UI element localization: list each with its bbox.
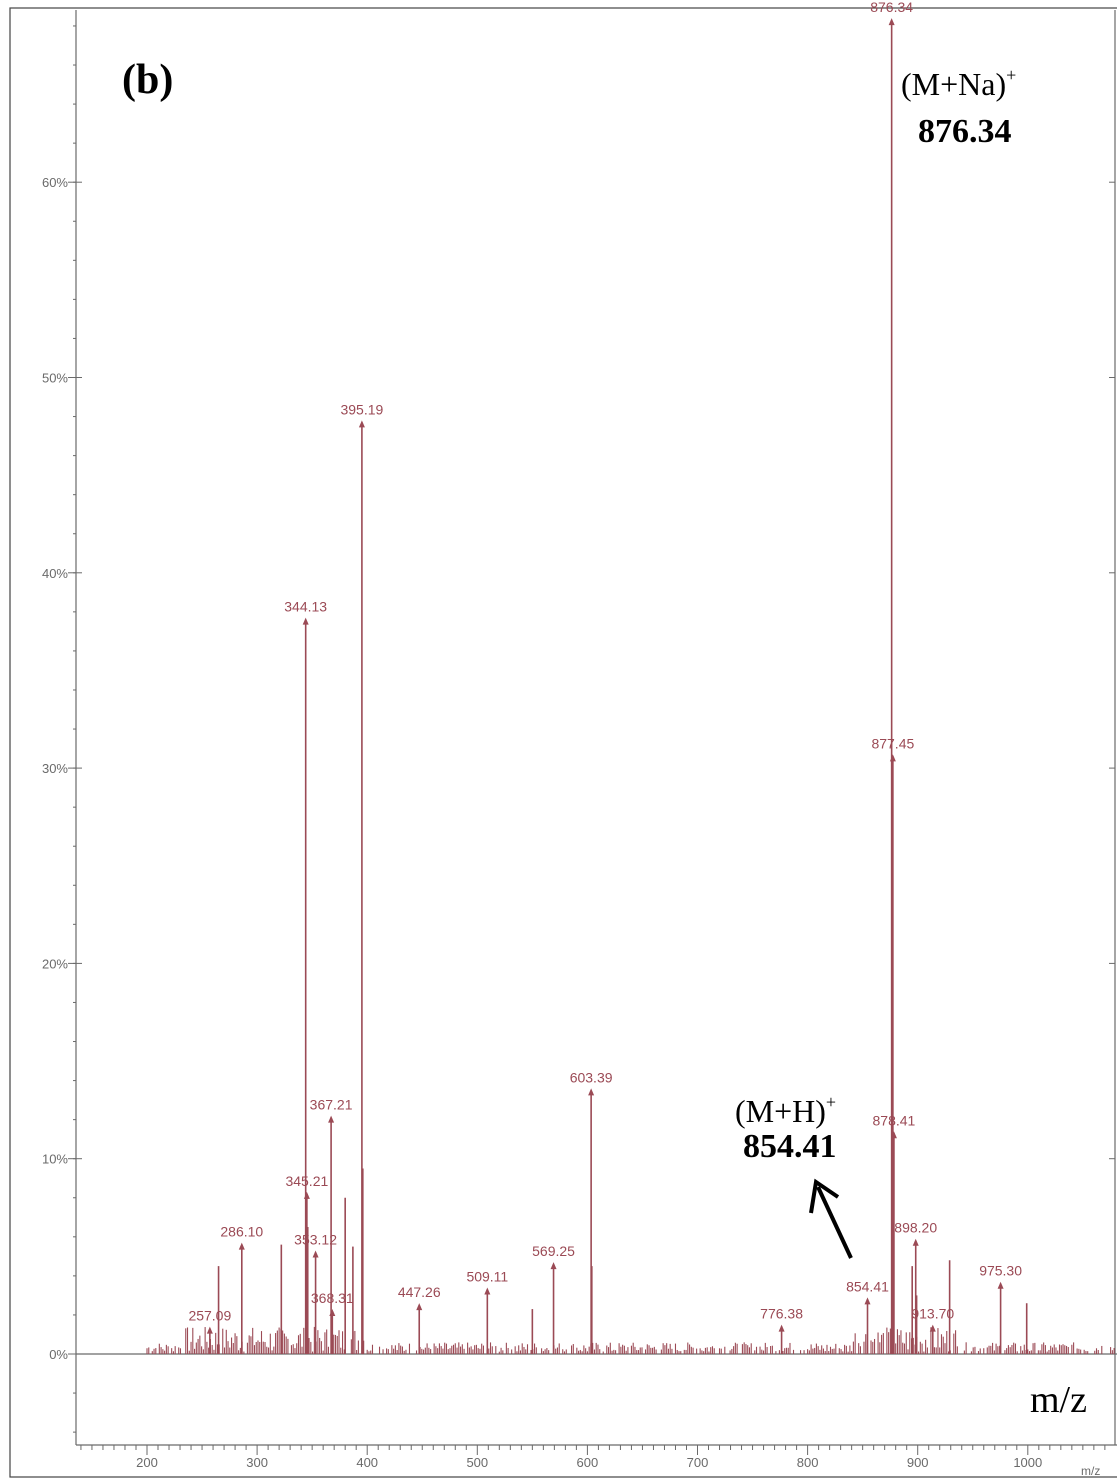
- x-tick-label: 800: [797, 1455, 819, 1470]
- x-tick-label: 600: [577, 1455, 599, 1470]
- x-unit-label: m/z: [1030, 1379, 1087, 1421]
- peak-marker: [328, 1115, 335, 1123]
- peak-label: 569.25: [532, 1243, 575, 1259]
- annotation-mna-mass: 876.34: [918, 113, 1012, 150]
- annotation-mh-arrow: [809, 1178, 853, 1259]
- x-tick-label: 200: [136, 1455, 158, 1470]
- y-tick-label: 0%: [49, 1347, 68, 1362]
- peak-label: 395.19: [340, 401, 383, 417]
- peak-marker: [302, 617, 309, 625]
- x-unit-small-label: m/z: [1081, 1464, 1100, 1478]
- x-tick-label: 900: [907, 1455, 929, 1470]
- axes: 0% 10% 20% 30% 40% 50% 60% 200 300 400 500 600 700 80…: [42, 10, 1117, 1470]
- peak-marker: [312, 1250, 319, 1258]
- peak-label: 975.30: [979, 1263, 1022, 1279]
- y-tick-label: 20%: [42, 956, 68, 971]
- peak-marker: [358, 420, 365, 428]
- peak-label: 854.41: [846, 1278, 889, 1294]
- svg-text:(M+H)+: (M+H)+: [735, 1092, 836, 1129]
- x-tick-label: 1000: [1013, 1455, 1042, 1470]
- peak-marker: [329, 1309, 336, 1317]
- y-tick-label: 10%: [42, 1152, 68, 1167]
- peak-marker: [206, 1326, 213, 1334]
- y-tick-label: 50%: [42, 371, 68, 386]
- peak-marker: [778, 1324, 785, 1332]
- peak-label: 898.20: [894, 1220, 937, 1236]
- peak-marker: [929, 1324, 936, 1332]
- peak-marker: [303, 1191, 310, 1199]
- peak-label: 286.10: [220, 1224, 263, 1240]
- peak-marker: [888, 18, 895, 26]
- annotation-mna-ion: (M+Na): [901, 66, 1006, 102]
- peak-marker: [889, 754, 896, 762]
- peak-label: 877.45: [871, 735, 914, 751]
- plot-frame: [9, 7, 1117, 1478]
- peak-label: 368.31: [311, 1290, 354, 1306]
- peak-marker: [890, 1131, 897, 1139]
- peak-marker: [484, 1287, 491, 1295]
- peak-label: 367.21: [310, 1097, 353, 1113]
- x-tick-label: 500: [466, 1455, 488, 1470]
- peak-label: 257.09: [188, 1308, 231, 1324]
- peak-marker: [588, 1088, 595, 1096]
- annotation-mh-ion: (M+H): [735, 1093, 826, 1129]
- peak-label: 344.13: [284, 599, 327, 615]
- peak-label: 913.70: [911, 1306, 954, 1322]
- peak-label: 509.11: [466, 1269, 508, 1285]
- annotation-mna: (M+Na)+ 876.34: [901, 65, 1016, 150]
- peak-label: 603.39: [570, 1069, 613, 1085]
- peak-marker: [864, 1297, 871, 1305]
- peaks: 257.09 286.10 344.13 345.21 353.12 367.21 368.…: [188, 0, 1028, 1354]
- peak-marker: [238, 1242, 245, 1250]
- annotation-mh: (M+H)+ 854.41: [735, 1092, 853, 1259]
- peak-marker: [550, 1262, 557, 1270]
- peak-label: 345.21: [285, 1173, 328, 1189]
- x-tick-label: 400: [356, 1455, 378, 1470]
- peak-marker: [997, 1281, 1004, 1289]
- y-tick-label: 40%: [42, 566, 68, 581]
- peak-label: 878.41: [873, 1112, 916, 1128]
- svg-text:(M+Na)+: (M+Na)+: [901, 65, 1016, 102]
- peak-label: 353.12: [294, 1231, 337, 1247]
- peak-label: 876.34: [870, 0, 913, 15]
- y-tick-label: 60%: [42, 175, 68, 190]
- annotation-mna-charge: +: [1006, 65, 1016, 85]
- x-tick-label: 300: [246, 1455, 268, 1470]
- peak-marker: [912, 1238, 919, 1246]
- peak-label: 776.38: [760, 1306, 803, 1322]
- annotation-mh-charge: +: [826, 1092, 836, 1112]
- peak-marker: [416, 1303, 423, 1311]
- peak-label: 447.26: [398, 1284, 441, 1300]
- y-tick-label: 30%: [42, 761, 68, 776]
- panel-label: (b): [122, 57, 173, 103]
- x-tick-label: 700: [687, 1455, 709, 1470]
- annotation-mh-mass: 854.41: [743, 1128, 837, 1165]
